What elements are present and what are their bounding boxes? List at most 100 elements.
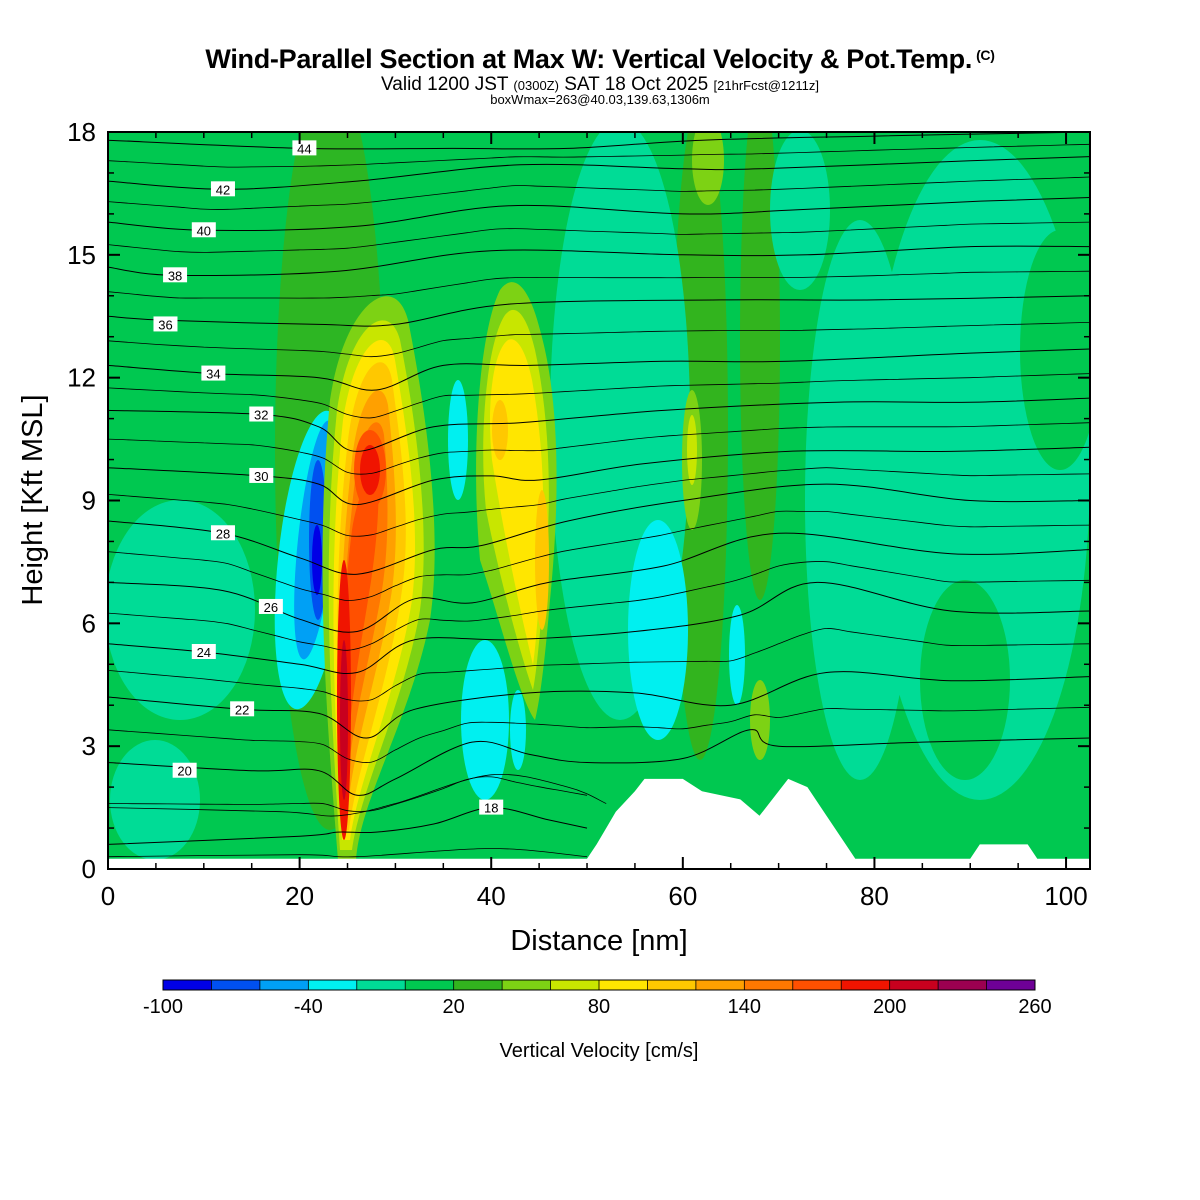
contour-label-bg xyxy=(191,222,216,238)
y-tick-label: 12 xyxy=(67,363,96,393)
contour-label-22: 22 xyxy=(235,702,249,717)
theta-contour-40 xyxy=(108,197,1090,231)
contour-label-24: 24 xyxy=(197,645,211,660)
theta-contour-minor xyxy=(108,628,1090,702)
y-tick-label: 6 xyxy=(82,608,96,638)
colorbar-tick-label: -40 xyxy=(294,996,323,1018)
theta-contour-36 xyxy=(108,295,1090,327)
contour-label-bg xyxy=(163,267,188,283)
y-tick-label: 18 xyxy=(67,117,96,147)
colorbar-swatch xyxy=(502,980,552,990)
colorbar-swatch xyxy=(744,980,794,990)
contour-label-30: 30 xyxy=(254,469,268,484)
contour-label-32: 32 xyxy=(254,408,268,423)
theta-contour-22 xyxy=(108,671,1090,739)
y-tick-label: 0 xyxy=(82,854,96,884)
x-tick-label: 40 xyxy=(477,881,506,911)
theta-contour-28 xyxy=(108,483,1090,575)
contour-label-44: 44 xyxy=(297,141,311,156)
x-tick-label: 0 xyxy=(101,881,115,911)
colorbar-swatch xyxy=(405,980,455,990)
contour-label-bg xyxy=(172,762,197,778)
theta-contour-42 xyxy=(108,156,1090,190)
colorbar-swatch xyxy=(695,980,745,990)
x-tick-label: 20 xyxy=(285,881,314,911)
contour-label-bg xyxy=(191,643,216,659)
theta-contour-minor xyxy=(108,510,1090,601)
theta-contour-minor xyxy=(108,143,1090,168)
theta-contour-minor xyxy=(108,561,1090,651)
theta-contour-38 xyxy=(108,245,1090,277)
colorbar: -100 -40 20 80 140 200 260 xyxy=(143,979,1052,1018)
theta-contour-minor xyxy=(108,776,588,812)
colorbar-swatch xyxy=(986,980,1036,990)
theta-contour-minor xyxy=(108,467,1090,537)
theta-contour-labels: 18 20 22 24 26 28 30 32 34 36 38 40 42 44 xyxy=(153,140,504,816)
terrain xyxy=(108,778,1090,869)
contour-label-20: 20 xyxy=(177,764,191,779)
box-info: boxWmax=263@40.03,139.63,1306m xyxy=(490,92,710,107)
colorbar-swatch xyxy=(647,980,697,990)
contour-label-42: 42 xyxy=(216,182,230,197)
colorbar-tick-label: 260 xyxy=(1018,996,1051,1018)
colorbar-swatch xyxy=(211,980,261,990)
colorbar-label: Vertical Velocity [cm/s] xyxy=(500,1040,699,1062)
contour-label-bg xyxy=(230,701,255,717)
theta-contour-30 xyxy=(108,446,1090,506)
contour-label-bg xyxy=(292,140,317,156)
colorbar-swatch xyxy=(356,980,406,990)
contour-label-bg xyxy=(210,525,235,541)
contour-label-18: 18 xyxy=(484,801,498,816)
theta-contour-minor xyxy=(108,848,588,858)
x-tick-label: 60 xyxy=(668,881,697,911)
chart-title-main: Wind-Parallel Section at Max W: Vertical… xyxy=(205,44,973,74)
valid-date: SAT 18 Oct 2025 xyxy=(564,74,709,95)
colorbar-swatch xyxy=(792,980,842,990)
theta-contours xyxy=(108,132,1090,858)
theta-contour-minor xyxy=(108,773,607,817)
theta-contour-minor xyxy=(108,706,1090,763)
contour-label-26: 26 xyxy=(264,600,278,615)
colorbar-swatch xyxy=(889,980,939,990)
x-axis-label: Distance [nm] xyxy=(510,925,687,957)
theta-contour-20 xyxy=(108,729,1090,796)
colorbar-tick-label: 140 xyxy=(728,996,761,1018)
y-tick-label: 9 xyxy=(82,486,96,516)
valid-utc: (0300Z) xyxy=(513,78,559,93)
colorbar-swatch xyxy=(599,980,648,990)
colorbar-swatch xyxy=(308,980,358,990)
theta-contour-34 xyxy=(108,348,1090,391)
theta-contour-32 xyxy=(108,397,1090,452)
colorbar-swatch xyxy=(163,980,212,990)
chart-subtitle: Valid 1200 JST (0300Z) SAT 18 Oct 2025 [… xyxy=(0,74,1200,96)
theta-contour-24 xyxy=(108,581,1090,674)
colorbar-swatch xyxy=(841,980,891,990)
contour-label-28: 28 xyxy=(216,526,230,541)
contour-label-bg xyxy=(153,316,178,332)
colorbar-tick-label: 200 xyxy=(873,996,906,1018)
colorbar-swatch xyxy=(938,980,988,990)
contour-label-34: 34 xyxy=(206,367,220,382)
contour-label-38: 38 xyxy=(168,268,182,283)
x-tick-label: 100 xyxy=(1044,881,1087,911)
colorbar-swatch xyxy=(550,980,600,990)
contour-label-bg xyxy=(249,467,274,483)
copyright-mark: (C) xyxy=(976,47,995,63)
theta-contour-minor xyxy=(108,270,1090,299)
contour-label-bg xyxy=(479,799,504,815)
theta-contour-minor xyxy=(108,221,1090,253)
theta-contour-18 xyxy=(108,807,588,845)
valid-prefix: Valid 1200 JST xyxy=(381,74,509,95)
contour-label-bg xyxy=(210,181,235,197)
vertical-velocity-field xyxy=(108,132,1090,860)
theta-contour-minor xyxy=(108,422,1090,475)
chart-title: Wind-Parallel Section at Max W: Vertical… xyxy=(0,44,1200,75)
contour-label-36: 36 xyxy=(158,317,172,332)
y-axis-label: Height [Kft MSL] xyxy=(17,394,49,605)
colorbar-tick-label: -100 xyxy=(143,996,183,1018)
contour-label-bg xyxy=(249,406,274,422)
y-tick-label: 3 xyxy=(82,731,96,761)
theta-contour-minor xyxy=(108,176,1090,210)
